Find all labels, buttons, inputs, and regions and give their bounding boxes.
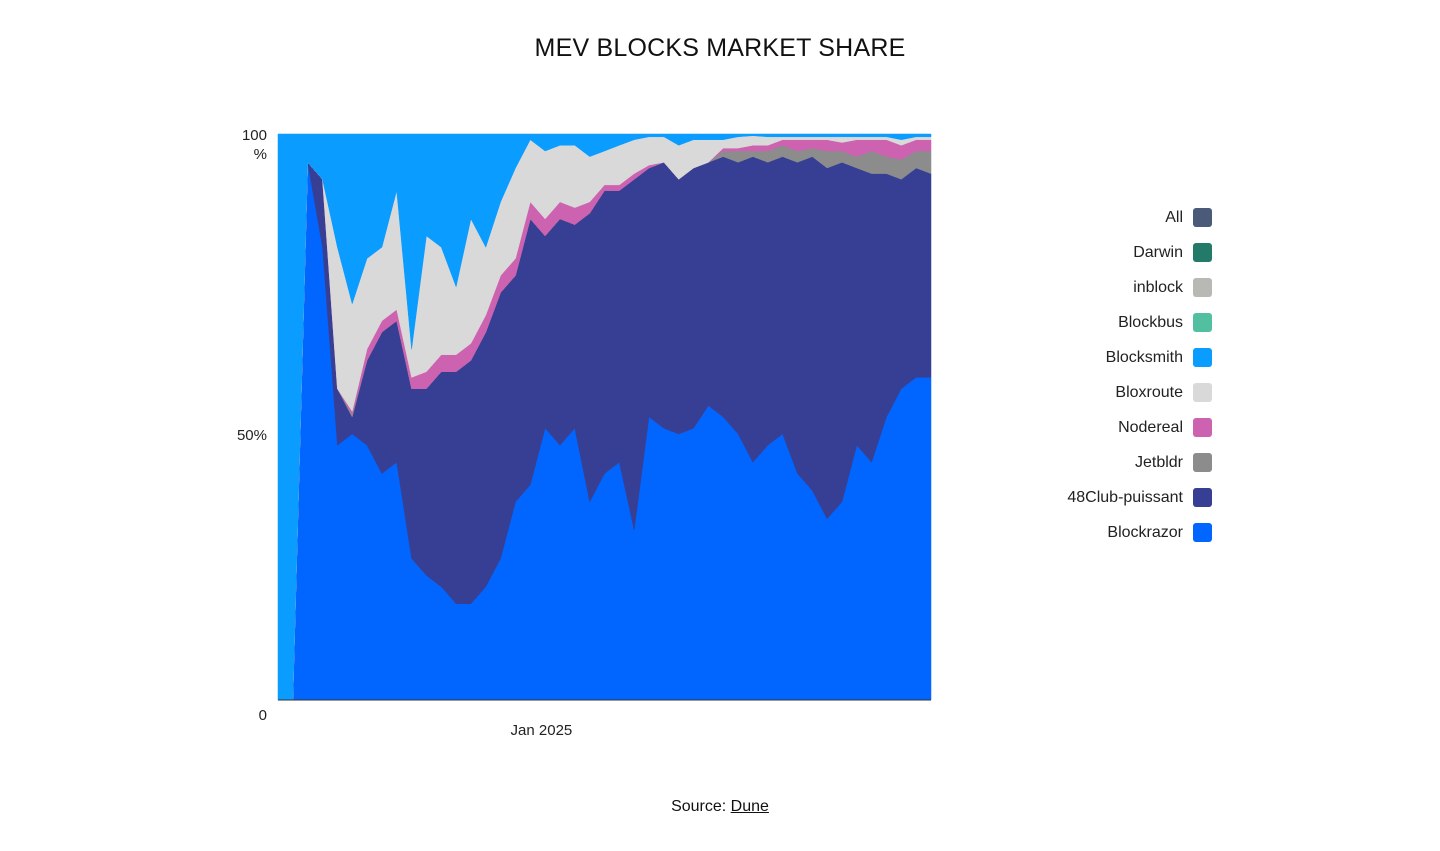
y-tick-50: 50% [237, 427, 267, 444]
legend-item-all[interactable]: All [1000, 200, 1212, 235]
legend-item-darwin[interactable]: Darwin [1000, 235, 1212, 270]
legend-label: Blockbus [1118, 313, 1183, 331]
legend-swatch [1193, 418, 1212, 437]
source-note: Source: Dune [0, 798, 1440, 816]
legend-label: Blocksmith [1105, 348, 1183, 366]
legend-swatch [1193, 523, 1212, 542]
y-tick-100-top: 100 [242, 127, 267, 144]
legend-swatch [1193, 383, 1212, 402]
legend-swatch [1193, 488, 1212, 507]
legend-label: 48Club-puissant [1067, 488, 1183, 506]
legend-label: inblock [1133, 278, 1183, 296]
legend-item-nodereal[interactable]: Nodereal [1000, 410, 1212, 445]
legend-item-blockrazor[interactable]: Blockrazor [1000, 515, 1212, 550]
legend-label: Bloxroute [1115, 383, 1183, 401]
legend-item-48club-puissant[interactable]: 48Club-puissant [1000, 480, 1212, 515]
legend-item-blockbus[interactable]: Blockbus [1000, 305, 1212, 340]
y-tick-100-unit: % [254, 146, 267, 163]
legend: All Darwin inblock Blockbus Blocksmith Bloxro… [1000, 200, 1212, 550]
legend-swatch [1193, 453, 1212, 472]
legend-swatch [1193, 243, 1212, 262]
source-link-dune[interactable]: Dune [730, 798, 769, 815]
legend-swatch [1193, 313, 1212, 332]
legend-swatch [1193, 348, 1212, 367]
legend-item-blocksmith[interactable]: Blocksmith [1000, 340, 1212, 375]
legend-label: All [1165, 208, 1183, 226]
source-prefix: Source: [671, 798, 731, 815]
area-blocksmith [277, 133, 932, 701]
legend-swatch [1193, 278, 1212, 297]
legend-item-inblock[interactable]: inblock [1000, 270, 1212, 305]
chart-title: MEV BLOCKS MARKET SHARE [534, 34, 906, 62]
legend-swatch [1193, 208, 1212, 227]
area-layers [277, 133, 932, 701]
legend-item-bloxroute[interactable]: Bloxroute [1000, 375, 1212, 410]
legend-item-jetbldr[interactable]: Jetbldr [1000, 445, 1212, 480]
legend-label: Jetbldr [1134, 453, 1183, 471]
legend-label: Blockrazor [1107, 523, 1183, 541]
y-tick-0: 0 [259, 707, 267, 724]
x-tick-jan-2025: Jan 2025 [511, 722, 573, 739]
legend-label: Nodereal [1118, 418, 1183, 436]
legend-label: Darwin [1133, 243, 1183, 261]
